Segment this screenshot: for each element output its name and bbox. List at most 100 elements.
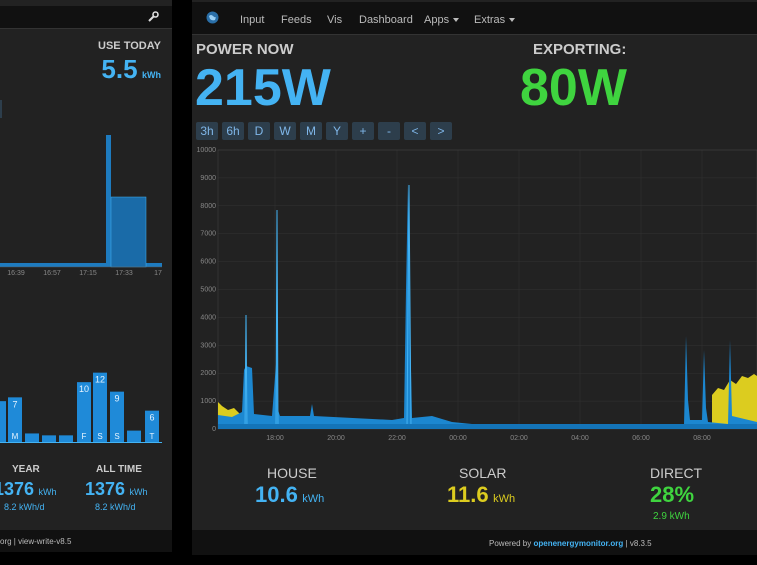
solar-series-area-morning xyxy=(712,374,757,429)
solar-readout: 11.6 kWh xyxy=(447,482,515,508)
x-tick-label: 06:00 xyxy=(632,435,650,442)
house-spike-2 xyxy=(406,184,412,430)
house-baseline xyxy=(218,424,757,429)
alltime-label: ALL TIME xyxy=(96,464,142,475)
x-tick-label: 04:00 xyxy=(571,435,589,442)
nav-item-extras[interactable]: Extras xyxy=(474,2,515,38)
footer-prefix: Powered by xyxy=(489,539,532,548)
y-tick-label: 1000 xyxy=(200,398,216,405)
globe-logo-icon[interactable] xyxy=(206,11,219,24)
y-tick-label: 6000 xyxy=(200,259,216,266)
power-now-label: POWER NOW xyxy=(196,41,294,58)
nav-item-input[interactable]: Input xyxy=(240,14,265,26)
exporting-label: EXPORTING: xyxy=(533,41,627,58)
left-power-baseline xyxy=(0,263,162,267)
y-tick-label: 4000 xyxy=(200,314,216,321)
left-footer-bar xyxy=(0,530,172,552)
daily-bar-value-label: 10 xyxy=(79,384,89,394)
daily-bar-day-label: F xyxy=(82,432,87,441)
time-button-week[interactable]: W xyxy=(274,122,296,140)
daily-bar xyxy=(145,410,159,442)
left-power-chart: 16:39 16:57 17:15 17:33 17 xyxy=(0,135,162,277)
daily-bar xyxy=(59,435,73,442)
time-button-pan-left[interactable]: < xyxy=(404,122,426,140)
main-footer: Powered by openenergymonitor.org | v8.3.… xyxy=(489,539,652,548)
time-button-year[interactable]: Y xyxy=(326,122,348,140)
left-x-tick-label: 16:57 xyxy=(43,270,61,277)
direct-sub: 2.9 kWh xyxy=(653,511,690,522)
left-edge-marker xyxy=(0,100,2,118)
x-tick-label: 00:00 xyxy=(449,435,467,442)
left-power-spike xyxy=(106,135,111,267)
left-footer-text: org | view-write-v8.5 xyxy=(0,537,72,546)
alltime-readout: 1376 kWh xyxy=(85,479,148,500)
left-x-tick-label: 16:39 xyxy=(7,270,25,277)
house-unit: kWh xyxy=(302,493,325,505)
alltime-value: 1376 xyxy=(85,479,126,499)
nav-item-dashboard[interactable]: Dashboard xyxy=(359,14,413,26)
use-today-label: USE TODAY xyxy=(98,40,161,52)
daily-bar xyxy=(77,382,91,442)
solar-unit: kWh xyxy=(493,493,516,505)
left-panel-header xyxy=(0,6,172,29)
x-tick-label: 20:00 xyxy=(327,435,345,442)
year-label: YEAR xyxy=(12,464,40,475)
year-sub: 8.2 kWh/d xyxy=(4,502,45,512)
x-tick-label: 18:00 xyxy=(266,435,284,442)
house-series-area xyxy=(218,182,757,429)
x-tick-label: 08:00 xyxy=(693,435,711,442)
time-button-day[interactable]: D xyxy=(248,122,270,140)
main-panel xyxy=(192,0,757,555)
footer-link[interactable]: openenergymonitor.org xyxy=(533,539,624,548)
time-button-month[interactable]: M xyxy=(300,122,322,140)
house-readout: 10.6 kWh xyxy=(255,482,324,508)
alltime-unit: kWh xyxy=(129,487,148,497)
left-panel xyxy=(0,0,172,552)
daily-bar xyxy=(8,397,22,442)
daily-bar-day-label: T xyxy=(150,432,155,441)
house-spike-1 xyxy=(275,209,279,430)
y-tick-label: 3000 xyxy=(200,342,216,349)
time-button-6h[interactable]: 6h xyxy=(222,122,244,140)
daily-bar-value-label: 6 xyxy=(149,413,154,423)
daily-bar-day-label: S xyxy=(97,432,102,441)
y-tick-label: 10000 xyxy=(197,147,217,154)
house-value: 10.6 xyxy=(255,482,298,507)
time-button-3h[interactable]: 3h xyxy=(196,122,218,140)
daily-bar-value-label: 12 xyxy=(95,375,105,385)
year-readout: 1376 kWh xyxy=(0,479,57,500)
year-unit: kWh xyxy=(38,487,57,497)
daily-bar xyxy=(25,433,39,442)
use-today-value: 5.5 xyxy=(101,54,138,84)
use-today-unit: kWh xyxy=(142,70,161,80)
y-tick-label: 0 xyxy=(212,426,216,433)
direct-value: 28% xyxy=(650,482,695,507)
time-button-zoom-out[interactable]: - xyxy=(378,122,400,140)
daily-bar xyxy=(42,435,56,442)
left-x-tick-label: 17:15 xyxy=(79,270,97,277)
main-footer-bar xyxy=(192,530,757,555)
y-tick-label: 8000 xyxy=(200,203,216,210)
daily-bar-day-label: M xyxy=(12,432,19,441)
daily-bar-day-label: S xyxy=(114,432,119,441)
daily-bar-value-label: 7 xyxy=(12,399,17,409)
y-tick-label: 5000 xyxy=(200,287,216,294)
use-today-readout: 5.5 kWh xyxy=(101,54,161,85)
nav-item-vis[interactable]: Vis xyxy=(327,14,343,26)
exporting-value: 80W xyxy=(520,59,627,117)
solar-value: 11.6 xyxy=(447,482,489,507)
house-spike-3 xyxy=(244,314,248,430)
daily-bar xyxy=(93,372,107,442)
time-button-pan-right[interactable]: > xyxy=(430,122,452,140)
daily-bar-value-label: 9 xyxy=(114,394,119,404)
y-tick-label: 2000 xyxy=(200,370,216,377)
left-power-block xyxy=(110,196,147,268)
daily-bar xyxy=(110,391,124,442)
nav-item-apps[interactable]: Apps xyxy=(424,2,459,38)
nav-item-feeds[interactable]: Feeds xyxy=(281,14,312,26)
x-tick-label: 22:00 xyxy=(388,435,406,442)
footer-version: | v8.3.5 xyxy=(625,539,652,548)
power-now-value: 215W xyxy=(195,59,331,117)
wrench-icon[interactable] xyxy=(147,10,159,22)
time-button-zoom-in[interactable]: + xyxy=(352,122,374,140)
